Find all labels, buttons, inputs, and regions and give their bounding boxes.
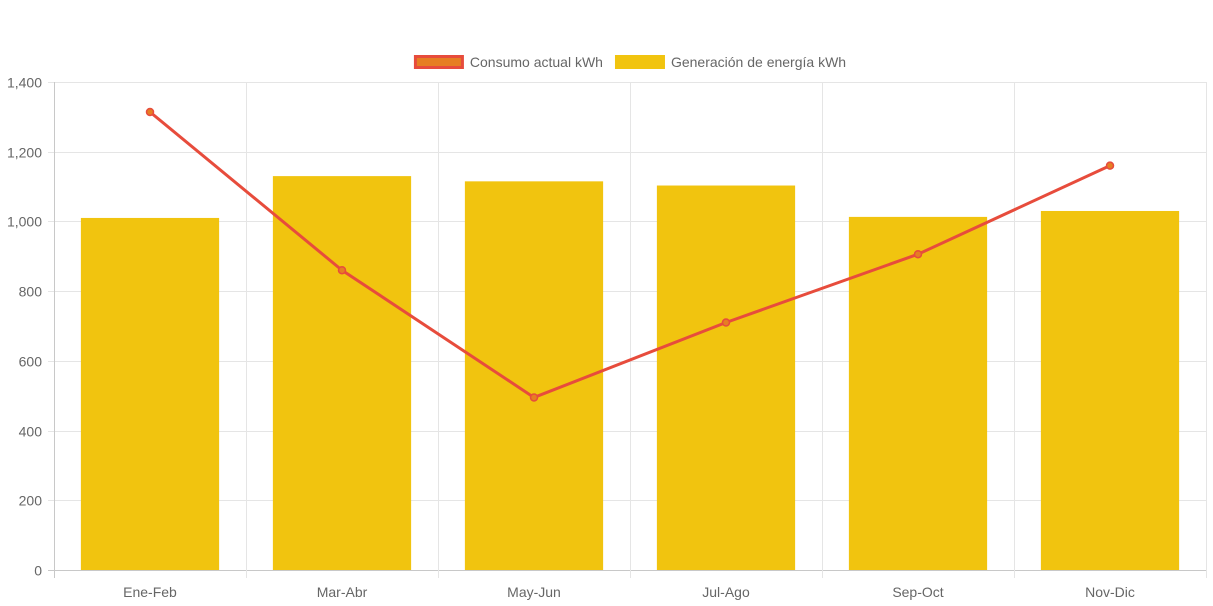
bar-generacion (656, 185, 796, 571)
bar-series (80, 176, 1180, 571)
bar-generacion (1040, 210, 1180, 570)
x-tick-label: Mar-Abr (317, 584, 368, 600)
point-consumo (913, 249, 923, 259)
point-consumo (145, 107, 155, 117)
legend-swatch-consumo (413, 55, 464, 69)
bar-generacion (80, 217, 220, 570)
x-tick-label: May-Jun (507, 584, 561, 600)
grid (48, 82, 1207, 578)
y-tick-label: 200 (19, 493, 43, 509)
y-tick-label: 400 (19, 424, 43, 440)
point-consumo (721, 318, 731, 327)
axes: 0 200 400 600 800 1,000 1,200 1,400 Ene-Feb Mar-A… (7, 75, 1135, 601)
x-tick-label: Nov-Dic (1085, 584, 1135, 600)
x-tick-label: Ene-Feb (123, 584, 177, 600)
x-tick-label: Jul-Ago (702, 584, 750, 600)
bar-generacion (272, 176, 412, 570)
x-tick-label: Sep-Oct (892, 584, 943, 600)
line-consumo (149, 110, 1111, 399)
legend: Consumo actual kWh Generación de energía … (413, 54, 846, 70)
legend-label-generacion: Generación de energía kWh (671, 54, 846, 70)
y-tick-label: 1,000 (7, 214, 42, 230)
line-series (145, 107, 1115, 402)
point-consumo (1105, 161, 1115, 170)
y-tick-label: 1,400 (7, 75, 42, 91)
point-consumo (337, 265, 347, 275)
bar-generacion (848, 216, 988, 570)
bar-generacion (464, 181, 604, 571)
y-tick-label: 0 (34, 563, 42, 579)
point-consumo (529, 393, 539, 402)
legend-swatch-generacion (614, 55, 665, 69)
y-tick-label: 600 (19, 354, 43, 370)
y-tick-label: 800 (19, 284, 43, 300)
y-tick-label: 1,200 (7, 145, 42, 161)
legend-label-consumo: Consumo actual kWh (470, 54, 603, 70)
